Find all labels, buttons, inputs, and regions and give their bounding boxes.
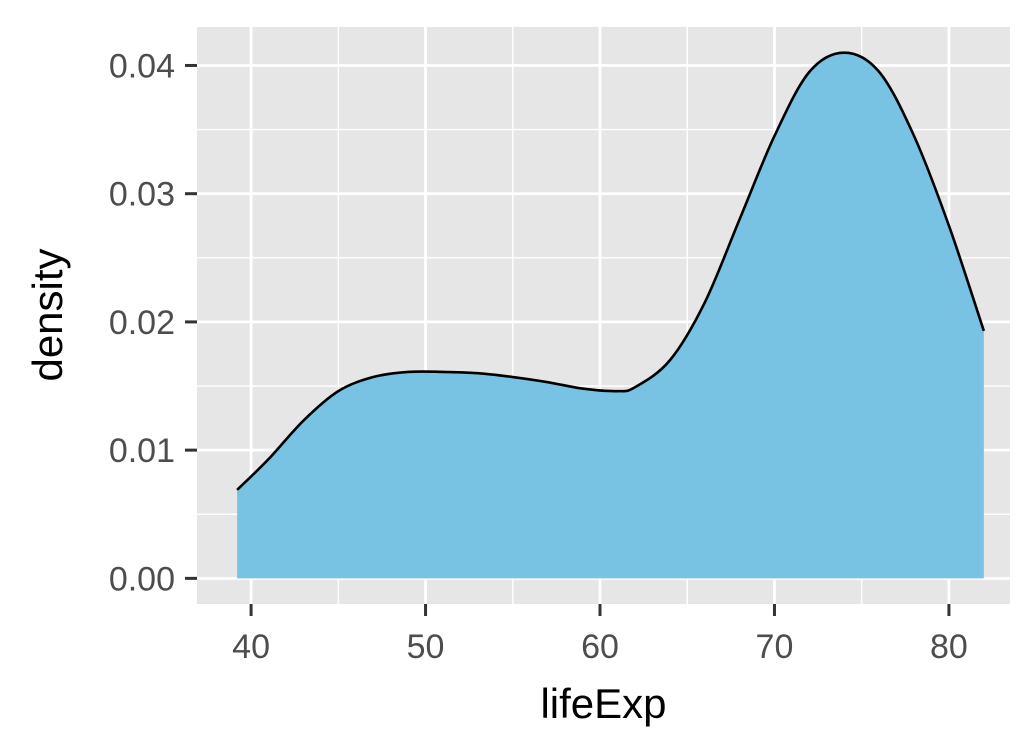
x-tick-label: 50 [407, 628, 445, 666]
x-tick-label: 70 [756, 628, 794, 666]
y-tick-label: 0.02 [109, 304, 175, 342]
y-axis-title: density [24, 248, 71, 381]
x-axis-title: lifeExp [540, 680, 666, 727]
axes: 40 50 60 70 80 0.00 0.01 0.02 0.03 0.04 [109, 47, 968, 666]
y-tick-label: 0.01 [109, 432, 175, 470]
y-tick-label: 0.00 [109, 560, 175, 598]
density-curve-line [236, 51, 986, 491]
density-series [236, 51, 986, 579]
x-tick-label: 80 [930, 628, 968, 666]
x-tick-label: 60 [581, 628, 619, 666]
x-tick-label: 40 [232, 628, 270, 666]
y-tick-label: 0.04 [109, 47, 175, 85]
y-tick-label: 0.03 [109, 176, 175, 214]
density-area-fill [237, 52, 984, 579]
